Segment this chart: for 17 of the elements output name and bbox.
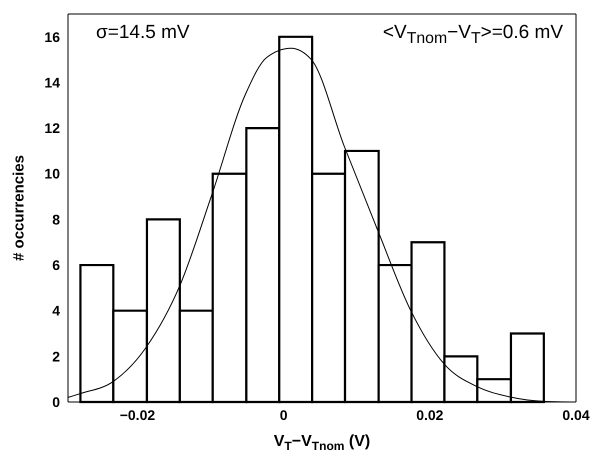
y-tick-label: 10 [44,166,60,182]
y-tick-label: 0 [52,394,60,410]
x-tick-label: 0.04 [562,406,590,423]
x-tick-label: 0.02 [416,406,444,423]
x-tick-label: 0 [280,406,288,423]
y-tick-label: 16 [44,28,60,45]
x-axis-title: V$_{T}$−V$_{Tnom}$ (V) [274,433,370,454]
annotation: σ=14.5 mV [96,22,190,44]
y-axis-title: # occurrencies [10,155,28,261]
annotation: <V$_{Tnom}$−V$_{T}$>=0.6 mV [382,22,563,48]
y-tick-label: 8 [52,211,60,228]
y-tick-label: 6 [52,257,60,274]
y-tick-label: 12 [44,120,60,136]
x-tick-label: −0.02 [120,406,156,423]
y-tick-label: 4 [52,302,60,319]
y-tick-label: 14 [44,74,60,90]
y-tick-label: 2 [52,348,60,364]
